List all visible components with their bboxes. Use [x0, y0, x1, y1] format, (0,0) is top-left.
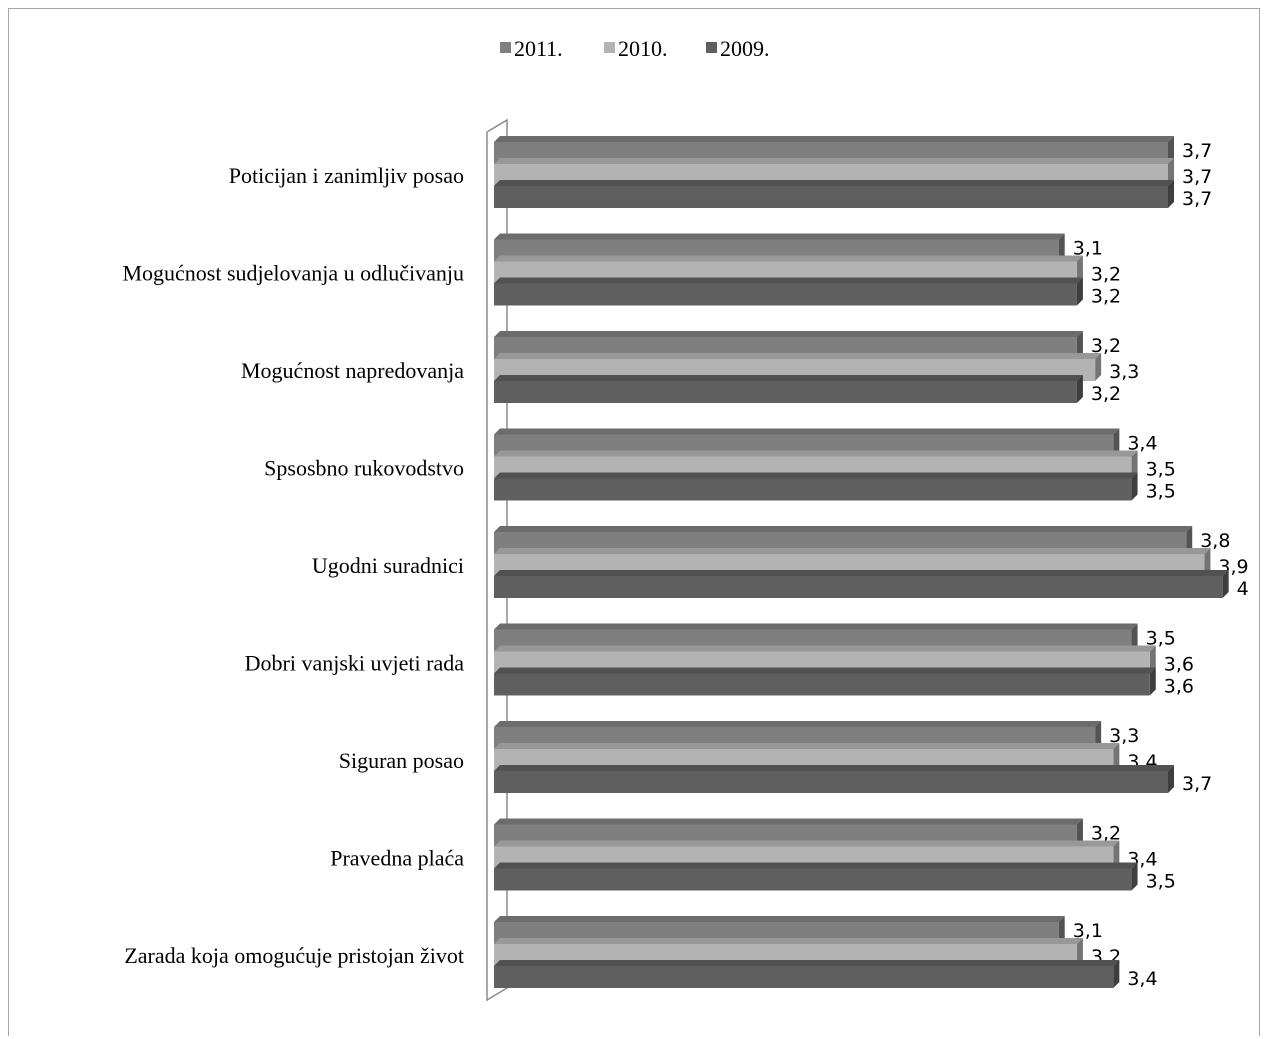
value-label-2-series-3: 3,2 [1091, 286, 1121, 308]
value-label-3-series-1: 3,2 [1091, 335, 1121, 357]
value-label-3-series-2: 3,3 [1109, 361, 1139, 383]
legend-label-3: 2009. [720, 36, 770, 61]
bar-9-series-3 [494, 960, 1120, 988]
category-label-1: Poticijan i zanimljiv posao [229, 163, 464, 188]
category-label-2: Mogućnost sudjelovanja u odlučivanju [122, 261, 464, 286]
category-label-6: Dobri vanjski uvjeti rada [245, 651, 465, 676]
legend-label-2: 2010. [618, 36, 668, 61]
bar-5-series-3 [494, 570, 1229, 598]
value-label-7-series-3: 3,7 [1182, 773, 1212, 795]
value-label-2-series-1: 3,1 [1073, 238, 1103, 260]
bars-group: 3,73,73,73,13,23,23,23,33,23,43,53,53,83… [494, 136, 1249, 990]
category-label-3: Mogućnost napredovanja [241, 358, 464, 383]
bar-7-series-3 [494, 765, 1174, 793]
bar-6-series-3 [494, 667, 1156, 696]
value-label-9-series-3: 3,4 [1127, 968, 1157, 990]
legend-swatch-1 [500, 42, 511, 53]
bar-8-series-3 [494, 862, 1138, 891]
value-label-4-series-2: 3,5 [1146, 459, 1176, 481]
category-label-5: Ugodni suradnici [312, 553, 464, 578]
category-label-7: Siguran posao [339, 748, 464, 773]
bar-2-series-3 [494, 277, 1083, 306]
category-labels: Poticijan i zanimljiv posao Mogućnost sud… [122, 163, 464, 968]
value-label-3-series-3: 3,2 [1091, 383, 1121, 405]
bar-4-series-3 [494, 472, 1138, 501]
value-label-6-series-2: 3,6 [1164, 654, 1194, 676]
value-label-8-series-1: 3,2 [1091, 823, 1121, 845]
category-label-8: Pravedna plaća [330, 846, 464, 871]
value-label-2-series-2: 3,2 [1091, 264, 1121, 286]
value-label-6-series-1: 3,5 [1146, 628, 1176, 650]
bar-1-series-3 [494, 180, 1174, 208]
value-label-8-series-3: 3,5 [1146, 871, 1176, 893]
bar-3-series-3 [494, 375, 1083, 403]
value-label-4-series-1: 3,4 [1127, 433, 1157, 455]
legend-label-1: 2011. [514, 36, 563, 61]
legend-swatch-3 [706, 42, 717, 53]
value-label-4-series-3: 3,5 [1146, 481, 1176, 503]
value-label-5-series-3: 4 [1237, 578, 1249, 600]
category-label-9: Zarada koja omogućuje pristojan život [124, 943, 464, 968]
value-label-1-series-1: 3,7 [1182, 140, 1212, 162]
chart-frame [8, 8, 1260, 1036]
value-label-1-series-2: 3,7 [1182, 166, 1212, 188]
legend: 2011. 2010. 2009. [500, 36, 770, 61]
value-label-7-series-1: 3,3 [1109, 725, 1139, 747]
value-label-5-series-1: 3,8 [1200, 530, 1230, 552]
value-label-6-series-3: 3,6 [1164, 676, 1194, 698]
category-label-4: Spsosbno rukovodstvo [264, 456, 464, 481]
value-label-1-series-3: 3,7 [1182, 188, 1212, 210]
legend-swatch-2 [604, 42, 615, 53]
value-label-9-series-1: 3,1 [1073, 920, 1103, 942]
